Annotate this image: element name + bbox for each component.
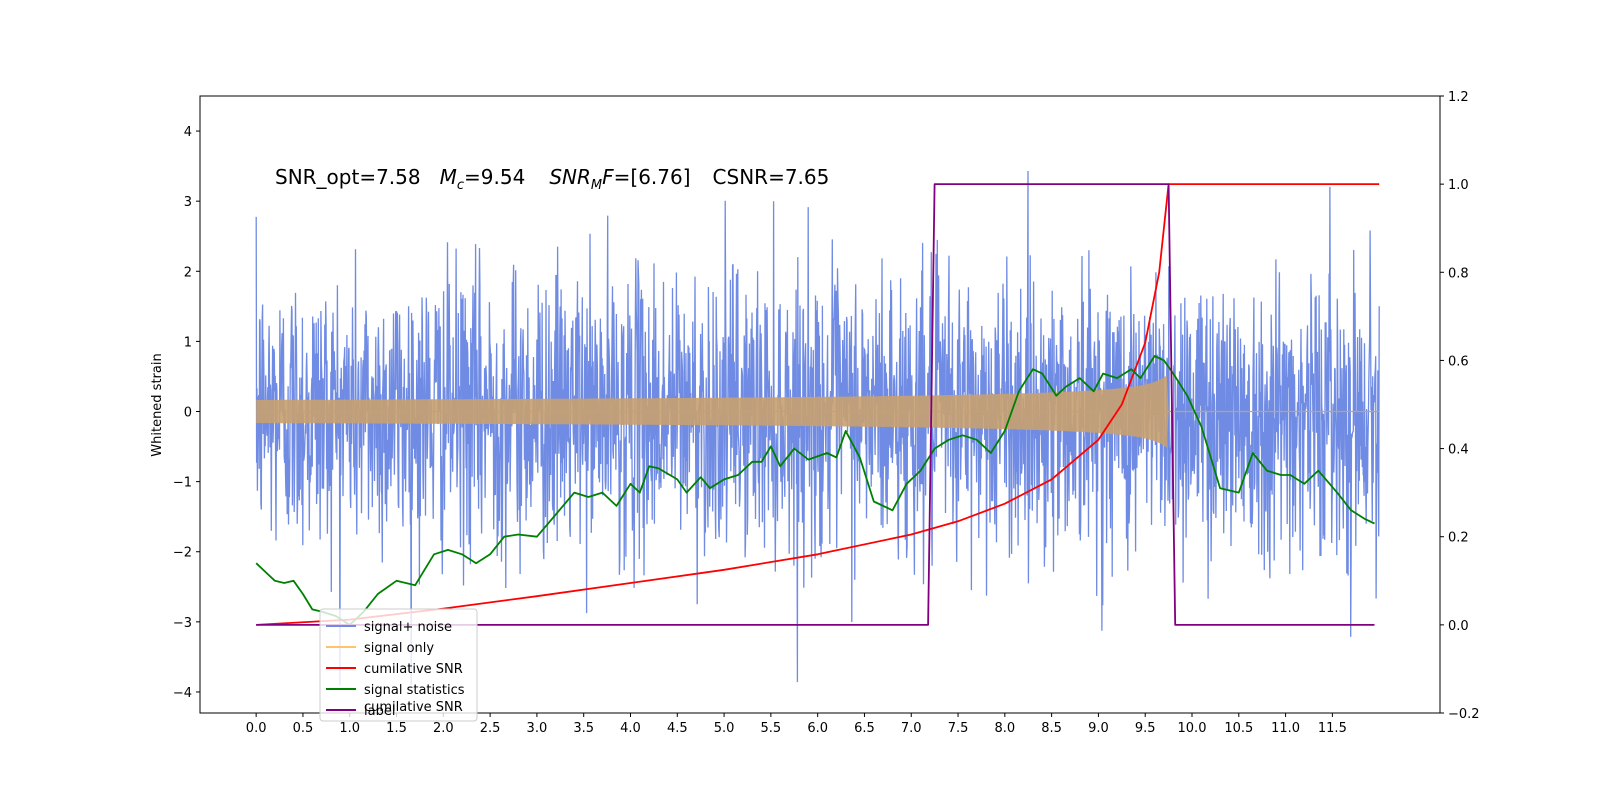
y-left-tick-label: 4	[184, 125, 192, 140]
x-tick-label: 5.0	[714, 721, 735, 736]
signal-noise-series	[255, 170, 1380, 686]
x-tick-label: 1.0	[339, 721, 360, 736]
chart-annotation: SNR_opt=7.58 Mc=9.54 SNRMF=[6.76] CSNR=7.65	[275, 165, 829, 193]
x-tick-label: 6.5	[854, 721, 875, 736]
x-tick-label: 9.5	[1135, 721, 1156, 736]
legend-label: signal statistics	[364, 683, 465, 698]
x-tick-label: 5.5	[761, 721, 782, 736]
legend-box	[319, 608, 478, 722]
annotation-snrmf-value: =[6.76]	[614, 165, 691, 189]
annotation-mc-value: =9.54	[464, 165, 525, 189]
y-right-tick-label: 0.4	[1448, 443, 1469, 458]
legend-label: cumilative SNR	[364, 662, 463, 677]
y-left-tick-label: −1	[173, 476, 192, 491]
x-tick-label: 7.0	[901, 721, 922, 736]
annotation-snrmf-f: F	[602, 165, 614, 189]
y-left-tick-label: −4	[173, 686, 192, 701]
plot-frame	[199, 95, 1441, 714]
x-tick-label: 1.5	[386, 721, 407, 736]
x-tick-label: 7.5	[948, 721, 969, 736]
legend-label: signal+ noise	[364, 620, 452, 635]
signal-noise-line	[255, 170, 1380, 686]
y-left-tick-label: 2	[184, 265, 192, 280]
y-right-tick-label: 1.2	[1448, 90, 1469, 105]
y-left-tick-label: −3	[173, 616, 192, 631]
y-axis-left: −4 −3 −2 −1 0 1 2 3 4	[173, 125, 200, 701]
y-axis-label-left: Whitened strain	[150, 353, 165, 456]
signal-only-series	[256, 375, 1380, 448]
x-tick-label: 0.0	[246, 721, 267, 736]
annotation-snrmf-symbol: SNR	[549, 165, 591, 189]
signal-statistics-line	[255, 355, 1375, 626]
y-right-tick-label: 0.6	[1448, 354, 1469, 369]
x-tick-label: 11.5	[1318, 721, 1347, 736]
annotation-snrmf-subscript: M	[591, 178, 602, 193]
x-tick-label: 2.0	[433, 721, 454, 736]
y-right-tick-label: 0.0	[1448, 619, 1469, 634]
annotation-snr-opt: SNR_opt=7.58	[275, 165, 421, 189]
x-tick-label: 3.0	[527, 721, 548, 736]
x-tick-label: 0.5	[293, 721, 314, 736]
x-tick-label: 8.0	[994, 721, 1015, 736]
annotation-mc-symbol: M	[440, 165, 457, 189]
right-axis-series	[255, 183, 1380, 626]
legend: cumilative SNR signal+ noise signal only c…	[319, 608, 478, 722]
annotation-csnr: CSNR=7.65	[713, 165, 830, 189]
x-axis: 0.0 0.5 1.0 1.5 2.0 2.5 3.0 3.5 4.0 4.5 5.0 5.5 6.0 6…	[246, 713, 1347, 736]
x-tick-label: 10.5	[1224, 721, 1253, 736]
x-tick-label: 4.0	[620, 721, 641, 736]
y-left-tick-label: 1	[184, 335, 192, 350]
annotation-mc-subscript: c	[457, 178, 464, 193]
y-right-tick-label: 0.2	[1448, 531, 1469, 546]
x-tick-label: 6.0	[807, 721, 828, 736]
y-right-tick-label: 1.0	[1448, 178, 1469, 193]
y-right-tick-label: 0.8	[1448, 266, 1469, 281]
x-tick-label: 9.0	[1088, 721, 1109, 736]
y-left-tick-label: −2	[173, 546, 192, 561]
y-right-tick-label: −0.2	[1448, 707, 1480, 722]
x-tick-label: 8.5	[1041, 721, 1062, 736]
x-tick-label: 2.5	[480, 721, 501, 736]
x-tick-label: 4.5	[667, 721, 688, 736]
y-axis-right: −0.2 0.0 0.2 0.4 0.6 0.8 1.0 1.2	[1440, 90, 1480, 722]
y-left-tick-label: 3	[184, 195, 192, 210]
legend-hidden-text: cumilative SNR	[364, 700, 463, 715]
y-left-tick-label: 0	[184, 406, 192, 421]
x-tick-label: 10.0	[1178, 721, 1207, 736]
cumulative-snr-line	[256, 183, 1380, 626]
x-tick-label: 11.0	[1271, 721, 1300, 736]
x-tick-label: 3.5	[573, 721, 594, 736]
label-line	[256, 183, 1375, 626]
legend-label: label	[364, 704, 395, 719]
legend-label: signal only	[364, 641, 434, 656]
